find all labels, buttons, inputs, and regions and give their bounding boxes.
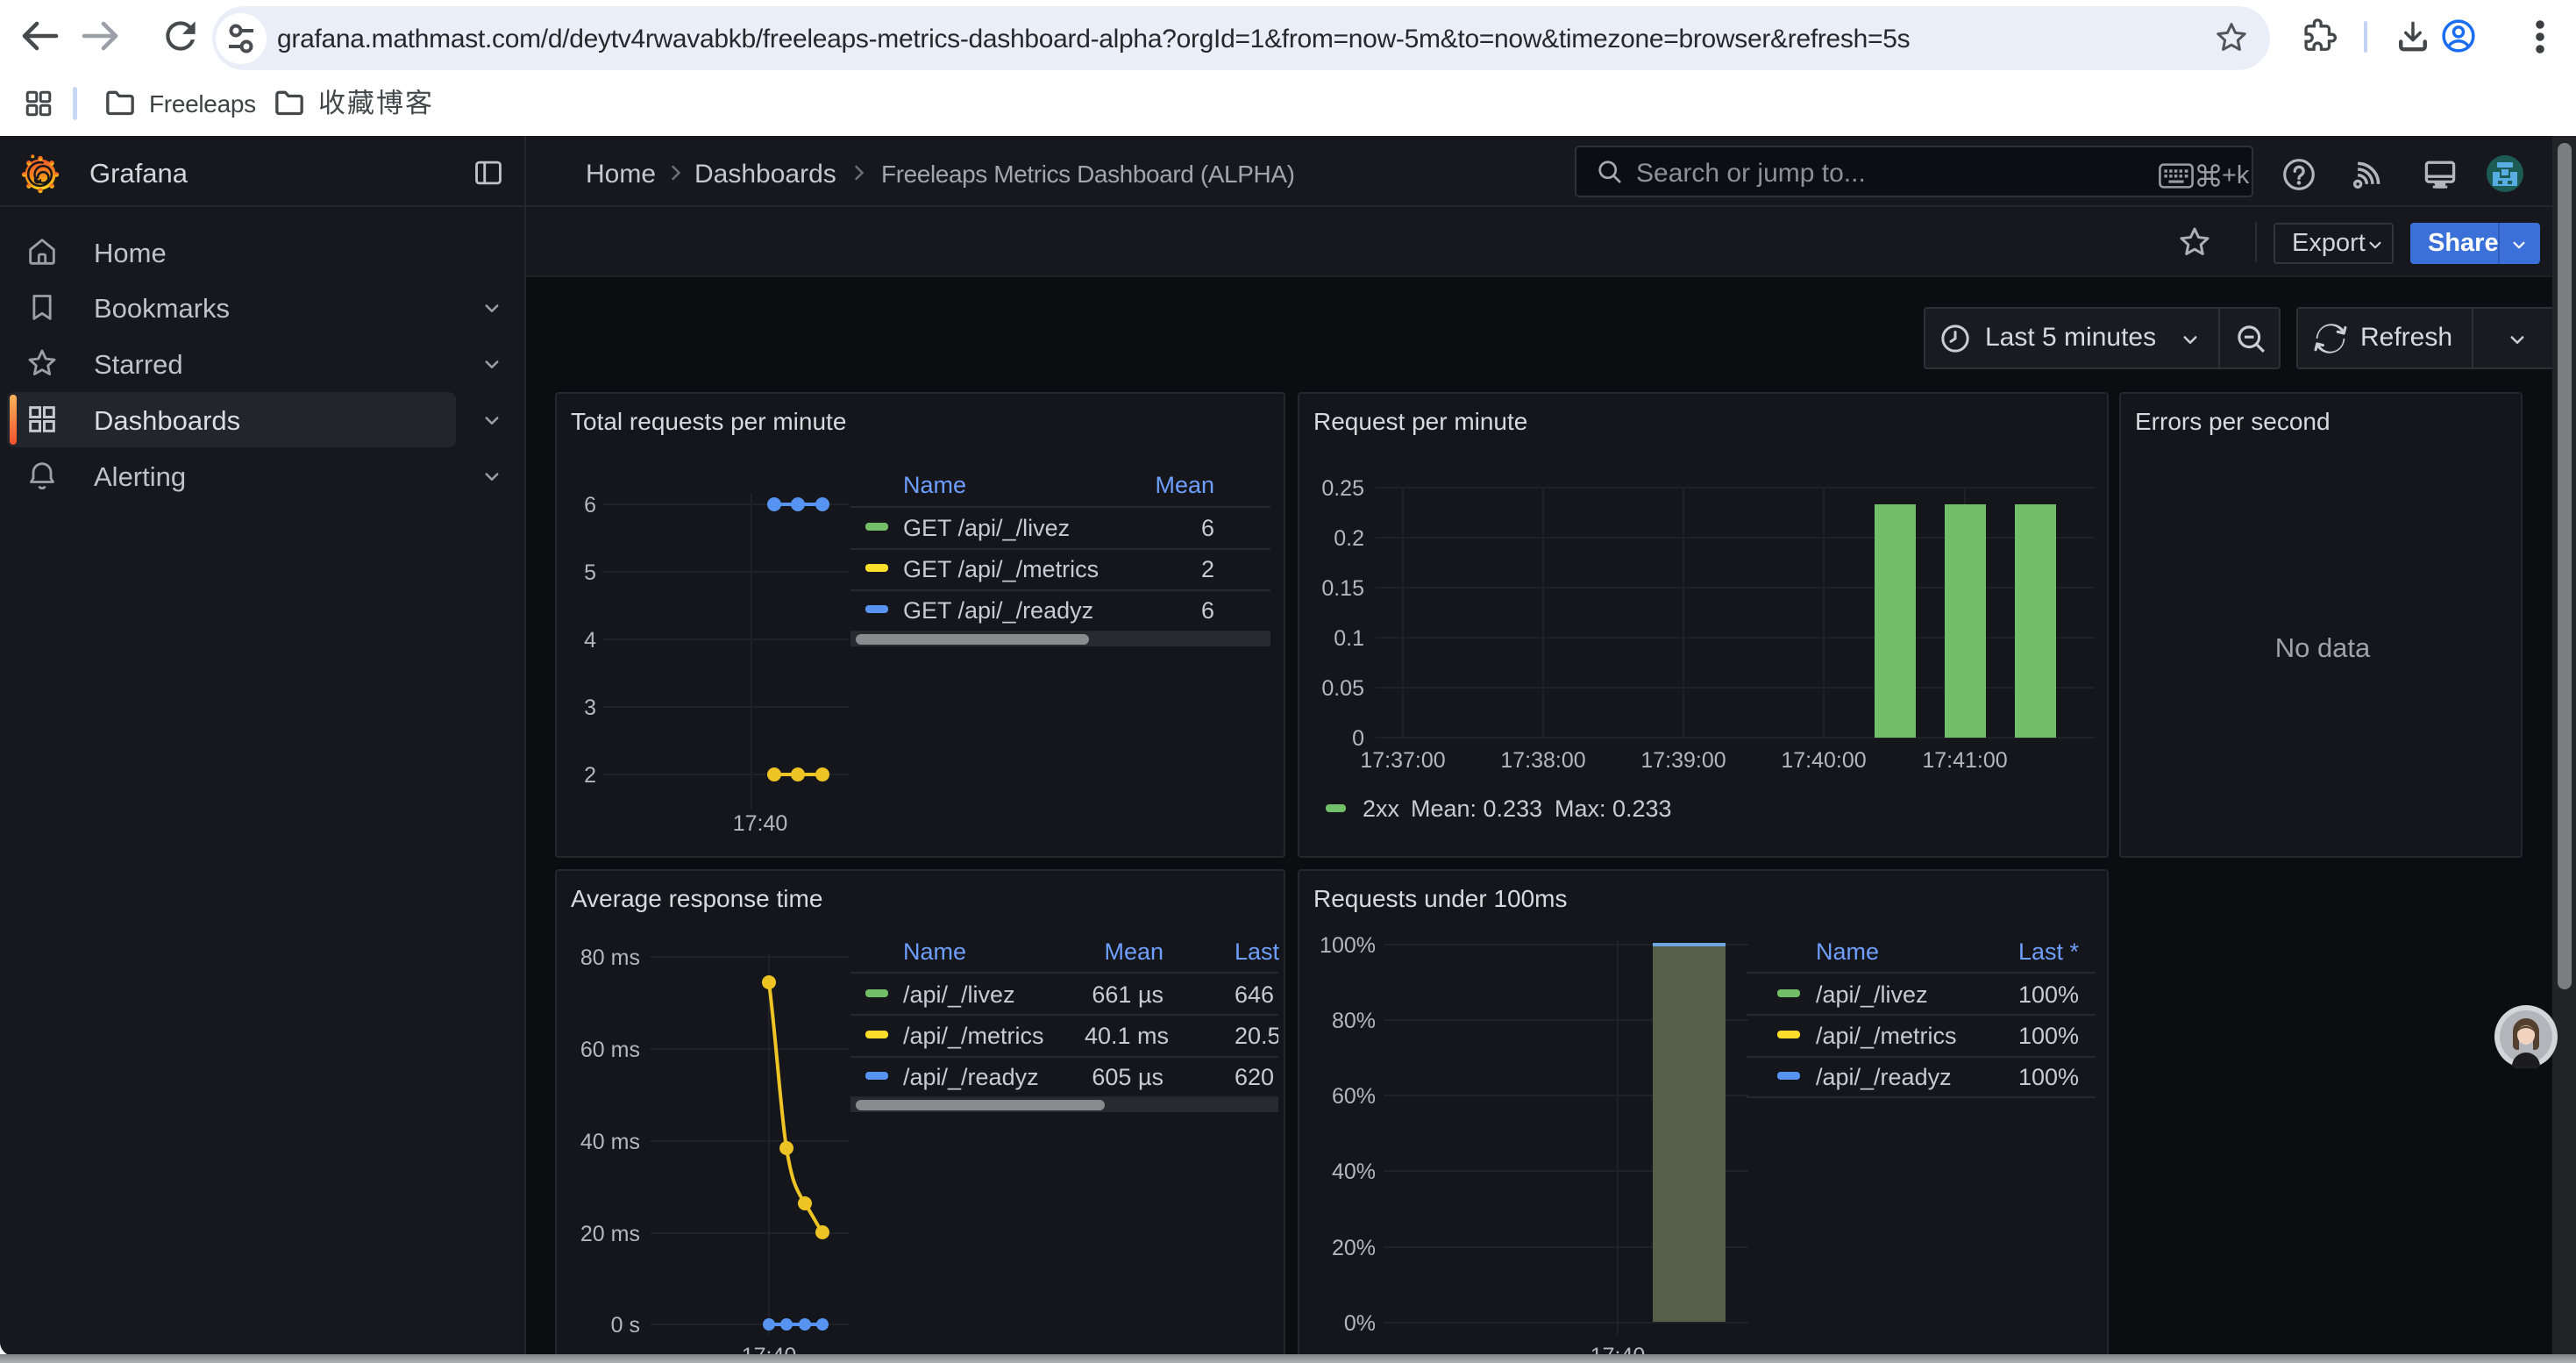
svg-text:40 ms: 40 ms <box>580 1130 640 1154</box>
svg-text:4: 4 <box>584 628 596 653</box>
svg-text:17:41:00: 17:41:00 <box>1922 748 2007 773</box>
svg-text:0.2: 0.2 <box>1334 526 1364 551</box>
svg-text:0 s: 0 s <box>611 1313 640 1338</box>
svg-text:40%: 40% <box>1332 1160 1376 1184</box>
svg-text:80 ms: 80 ms <box>580 946 640 970</box>
svg-text:0: 0 <box>1352 726 1364 751</box>
svg-text:17:40: 17:40 <box>733 811 788 836</box>
svg-text:60 ms: 60 ms <box>580 1038 640 1062</box>
svg-text:17:40:00: 17:40:00 <box>1781 748 1866 773</box>
svg-text:20%: 20% <box>1332 1236 1376 1260</box>
svg-text:0%: 0% <box>1344 1311 1376 1336</box>
svg-text:0.15: 0.15 <box>1321 576 1364 601</box>
svg-text:2: 2 <box>584 763 596 788</box>
svg-text:0.05: 0.05 <box>1321 676 1364 701</box>
svg-text:20 ms: 20 ms <box>580 1222 640 1246</box>
svg-text:100%: 100% <box>1320 933 1376 958</box>
svg-text:17:39:00: 17:39:00 <box>1640 748 1726 773</box>
svg-text:17:37:00: 17:37:00 <box>1360 748 1445 773</box>
svg-text:3: 3 <box>584 696 596 720</box>
svg-text:0.25: 0.25 <box>1321 476 1364 501</box>
svg-text:0.1: 0.1 <box>1334 626 1364 651</box>
svg-text:17:38:00: 17:38:00 <box>1500 748 1585 773</box>
svg-text:5: 5 <box>584 560 596 585</box>
svg-text:6: 6 <box>584 493 596 517</box>
svg-text:80%: 80% <box>1332 1009 1376 1033</box>
svg-text:60%: 60% <box>1332 1084 1376 1109</box>
